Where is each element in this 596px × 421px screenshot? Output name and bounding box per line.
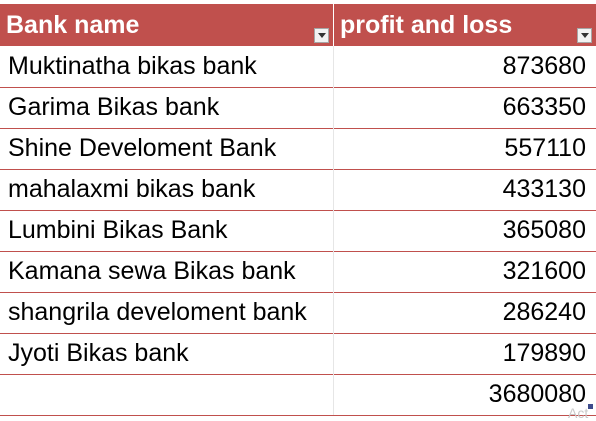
profit-loss-cell[interactable]: 873680 [502,52,586,80]
table-row: Muktinatha bikas bank 873680 [0,46,596,88]
bank-name-cell[interactable]: Jyoti Bikas bank [0,333,334,374]
bank-name-cell[interactable]: mahalaxmi bikas bank [0,169,334,210]
header-bank-name-label: Bank name [6,10,140,39]
chevron-down-icon [317,33,326,38]
profit-loss-cell[interactable]: 365080 [502,216,586,244]
bank-name-cell[interactable]: Garima Bikas bank [0,87,334,128]
table-resize-handle[interactable] [588,404,593,409]
bank-name-cell[interactable]: shangrila develoment bank [0,292,334,333]
bank-name-cell[interactable]: Lumbini Bikas Bank [0,210,334,251]
bank-name-cell[interactable]: Kamana sewa Bikas bank [0,251,334,292]
filter-dropdown-bank-name[interactable] [314,28,329,43]
chevron-down-icon [580,33,589,38]
table-row: Lumbini Bikas Bank 365080 [0,210,596,252]
activation-watermark: Act [568,405,589,421]
table-row: mahalaxmi bikas bank 433130 [0,169,596,211]
profit-loss-cell[interactable]: 179890 [502,339,586,367]
total-value-cell[interactable]: 3680080 [488,380,586,408]
table-row: Shine Develoment Bank 557110 [0,128,596,170]
bank-name-cell[interactable]: Shine Develoment Bank [0,128,334,169]
table-total-row: 3680080 [0,374,596,416]
total-label-cell[interactable] [0,374,334,415]
profit-loss-cell[interactable]: 557110 [504,134,586,162]
table-row: Kamana sewa Bikas bank 321600 [0,251,596,293]
header-bank-name[interactable]: Bank name [0,4,334,46]
filter-dropdown-profit-and-loss[interactable] [577,28,592,43]
header-profit-and-loss[interactable]: profit and loss [334,4,596,46]
table-row: shangrila develoment bank 286240 [0,292,596,334]
table-header-row: Bank name profit and loss [0,4,596,46]
bank-name-cell[interactable]: Muktinatha bikas bank [0,46,334,87]
header-profit-and-loss-label: profit and loss [340,10,513,39]
profit-loss-cell[interactable]: 286240 [502,298,586,326]
profit-loss-cell[interactable]: 321600 [502,257,586,285]
profit-loss-cell[interactable]: 663350 [502,93,586,121]
profit-loss-cell[interactable]: 433130 [502,175,586,203]
table-row: Jyoti Bikas bank 179890 [0,333,596,375]
table-row: Garima Bikas bank 663350 [0,87,596,129]
